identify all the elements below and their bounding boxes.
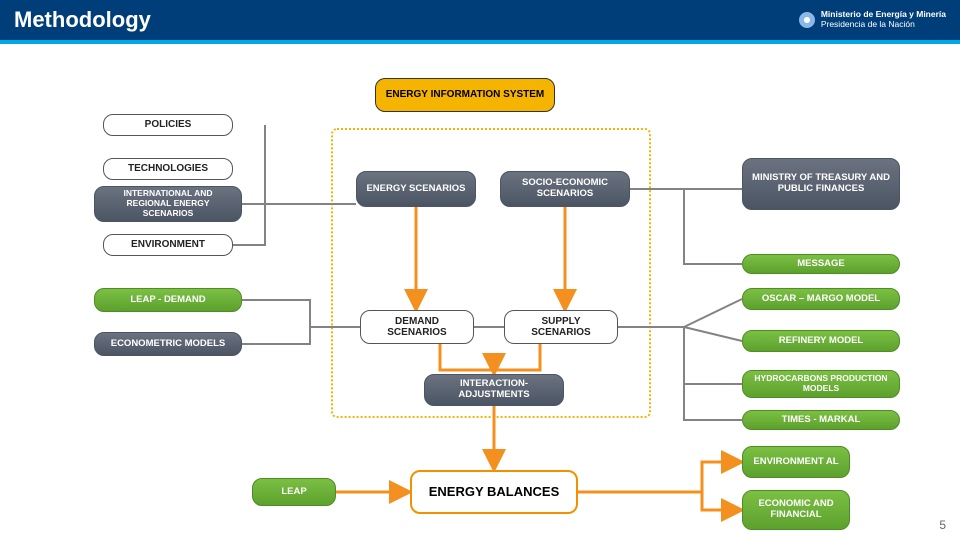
node-times: TIMES - MARKAL [742,410,900,430]
node-env: ENVIRONMENT [103,234,233,256]
connector-19 [702,492,742,510]
node-policies: POLICIES [103,114,233,136]
node-eis: ENERGY INFORMATION SYSTEM [375,78,555,112]
ministry-logo: Ministerio de Energía y Minería Presiden… [799,10,946,30]
node-msg: MESSAGE [742,254,900,274]
node-tech: TECHNOLOGIES [103,158,233,180]
connector-10 [242,327,310,344]
ministry-text: Ministerio de Energía y Minería Presiden… [821,10,946,30]
page-number: 5 [939,518,946,532]
node-econo: ECONOMETRIC MODELS [94,332,242,356]
connector-12 [684,189,742,264]
node-esc_se: SOCIO-ECONOMIC SCENARIOS [500,171,630,207]
connector-14 [684,299,742,327]
node-inter: INTERACTION- ADJUSTMENTS [424,374,564,406]
page-title: Methodology [14,7,151,33]
node-envr: ENVIRONMENT AL [742,446,850,478]
node-sup: SUPPLY SCENARIOS [504,310,618,344]
ministry-line2: Presidencia de la Nación [821,19,915,29]
page-header: Methodology Ministerio de Energía y Mine… [0,0,960,44]
node-esc_en: ENERGY SCENARIOS [356,171,476,207]
node-leapd: LEAP - DEMAND [94,288,242,312]
node-econf: ECONOMIC AND FINANCIAL [742,490,850,530]
emblem-icon [799,12,815,28]
node-intl: INTERNATIONAL AND REGIONAL ENERGY SCENAR… [94,186,242,222]
node-hydro: HYDROCARBONS PRODUCTION MODELS [742,370,900,398]
node-bal: ENERGY BALANCES [410,470,578,514]
connector-18 [578,462,742,492]
node-oscar: OSCAR – MARGO MODEL [742,288,900,310]
connector-1 [233,125,265,245]
node-leap: LEAP [252,478,336,506]
connector-15 [684,327,742,341]
node-dem: DEMAND SCENARIOS [360,310,474,344]
node-min: MINISTRY OF TREASURY AND PUBLIC FINANCES [742,158,900,210]
node-ref: REFINERY MODEL [742,330,900,352]
